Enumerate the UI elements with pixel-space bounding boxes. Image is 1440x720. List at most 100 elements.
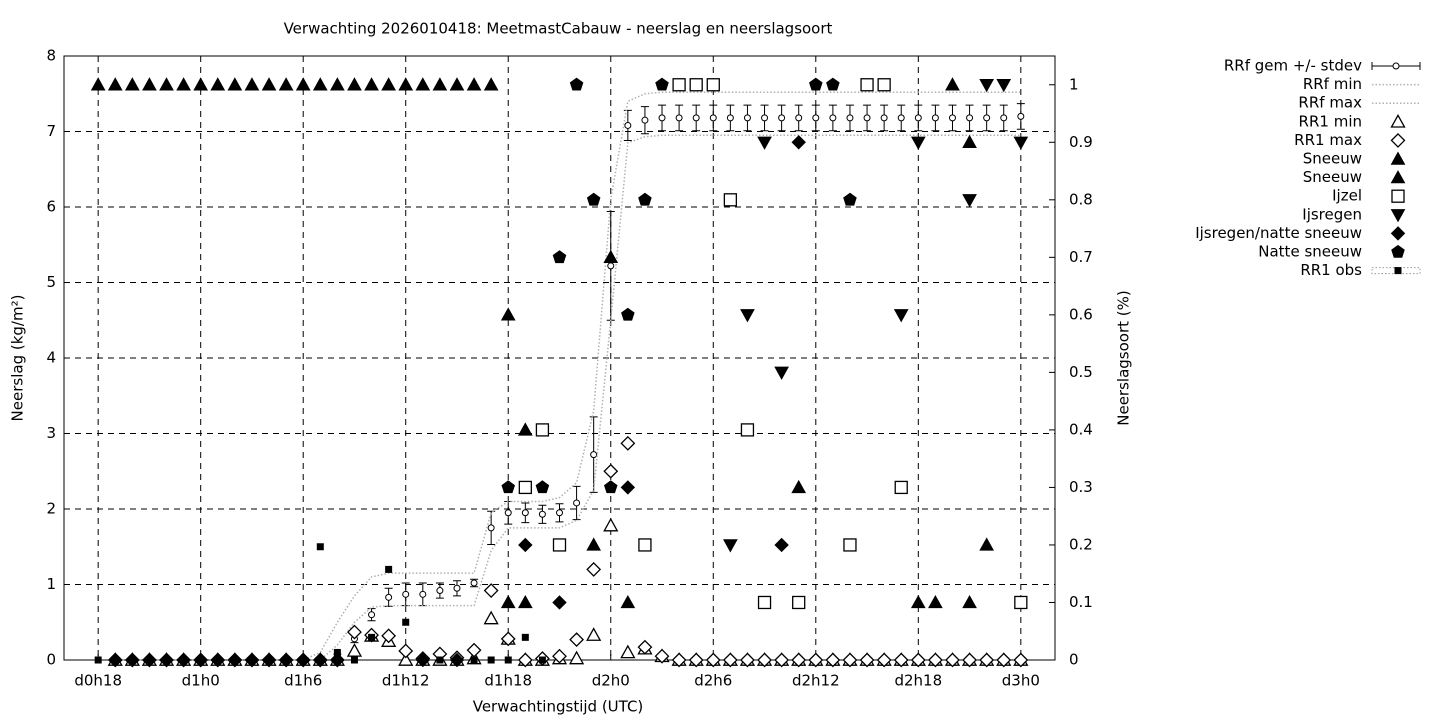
mean-point [1000, 114, 1008, 122]
marker [774, 652, 790, 668]
marker [620, 644, 636, 659]
marker [107, 77, 123, 91]
legend-label: RR1 min [1299, 112, 1362, 130]
mean-point [812, 114, 820, 122]
marker [313, 652, 328, 668]
x-tick-label: d0h18 [74, 672, 122, 690]
legend-label: RRf gem +/- stdev [1224, 57, 1362, 75]
legend-label: Ijsregen [1302, 205, 1362, 223]
marker [261, 77, 277, 91]
marker [740, 309, 755, 323]
marker [483, 583, 499, 598]
marker [826, 77, 840, 91]
marker [210, 77, 226, 91]
marker [603, 517, 619, 532]
marker [364, 77, 379, 91]
marker [586, 537, 602, 551]
marker [487, 656, 495, 664]
marker [517, 422, 533, 436]
marker [927, 652, 943, 668]
range-line [115, 91, 1021, 661]
y-tick-label: 7 [46, 122, 56, 140]
marker [316, 543, 324, 551]
marker [381, 628, 397, 644]
y2-tick-label: 1 [1069, 75, 1079, 93]
marker [894, 480, 908, 495]
legend-label: Sneeuw [1303, 150, 1362, 168]
y2-tick-label: 0.6 [1069, 305, 1093, 323]
marker [928, 594, 943, 609]
marker [385, 565, 393, 573]
y-axis-label: Neerslag (kg/m²) [9, 295, 27, 422]
x-tick-label: d2h0 [592, 672, 630, 690]
y-tick-label: 5 [46, 273, 56, 291]
marker [603, 249, 619, 264]
y-tick-label: 6 [46, 198, 56, 216]
marker [244, 77, 260, 91]
marker [910, 652, 926, 668]
mean-point [556, 509, 563, 517]
marker [859, 652, 875, 668]
marker [808, 652, 824, 668]
marker [689, 78, 703, 92]
x-tick-label: d1h12 [382, 672, 430, 690]
marker [979, 537, 995, 551]
marker [282, 656, 290, 664]
marker [111, 656, 119, 664]
mean-point [504, 509, 512, 517]
marker [1013, 136, 1029, 150]
marker [1390, 209, 1406, 223]
marker [330, 652, 345, 668]
marker [500, 631, 516, 647]
marker [893, 309, 909, 323]
marker [330, 77, 345, 91]
marker [381, 77, 396, 91]
mean-point [573, 499, 581, 507]
legend-label: Ijsregen/natte sneeuw [1195, 224, 1362, 242]
marker [825, 652, 841, 668]
mean-point [914, 114, 922, 122]
marker [231, 656, 239, 664]
legend-label: RR1 obs [1300, 261, 1362, 279]
mean-point [368, 611, 376, 619]
y2-tick-label: 0.8 [1069, 190, 1093, 208]
legend-label: RRf min [1303, 75, 1362, 93]
marker [910, 594, 926, 609]
marker [368, 633, 376, 641]
marker [552, 538, 567, 552]
x-tick-label: d2h6 [694, 672, 732, 690]
marker [398, 652, 414, 666]
marker [214, 656, 222, 664]
marker [671, 652, 687, 668]
marker [128, 656, 136, 664]
marker [1390, 170, 1406, 184]
y-tick-label: 0 [46, 651, 56, 669]
marker [705, 652, 721, 668]
mean-point [470, 579, 478, 587]
marker [278, 77, 294, 91]
mean-point [641, 116, 649, 124]
mean-point [846, 114, 854, 122]
marker [347, 624, 362, 640]
legend-label: Natte sneeuw [1258, 243, 1362, 261]
mean-point [948, 114, 956, 122]
y2-tick-label: 0.5 [1069, 363, 1093, 381]
marker [1390, 113, 1406, 128]
mean-point [385, 593, 393, 601]
marker [295, 77, 311, 91]
marker [1390, 226, 1406, 241]
marker [843, 192, 857, 206]
marker [774, 366, 789, 380]
marker [193, 77, 209, 91]
marker [90, 77, 106, 91]
marker [688, 652, 704, 668]
mean-point [983, 114, 991, 122]
y2-tick-label: 0.1 [1069, 593, 1093, 611]
mean-point [709, 114, 717, 122]
marker [415, 77, 431, 91]
marker [809, 77, 823, 91]
marker [227, 77, 243, 91]
y-tick-label: 4 [46, 349, 56, 367]
mean-point [743, 114, 751, 122]
